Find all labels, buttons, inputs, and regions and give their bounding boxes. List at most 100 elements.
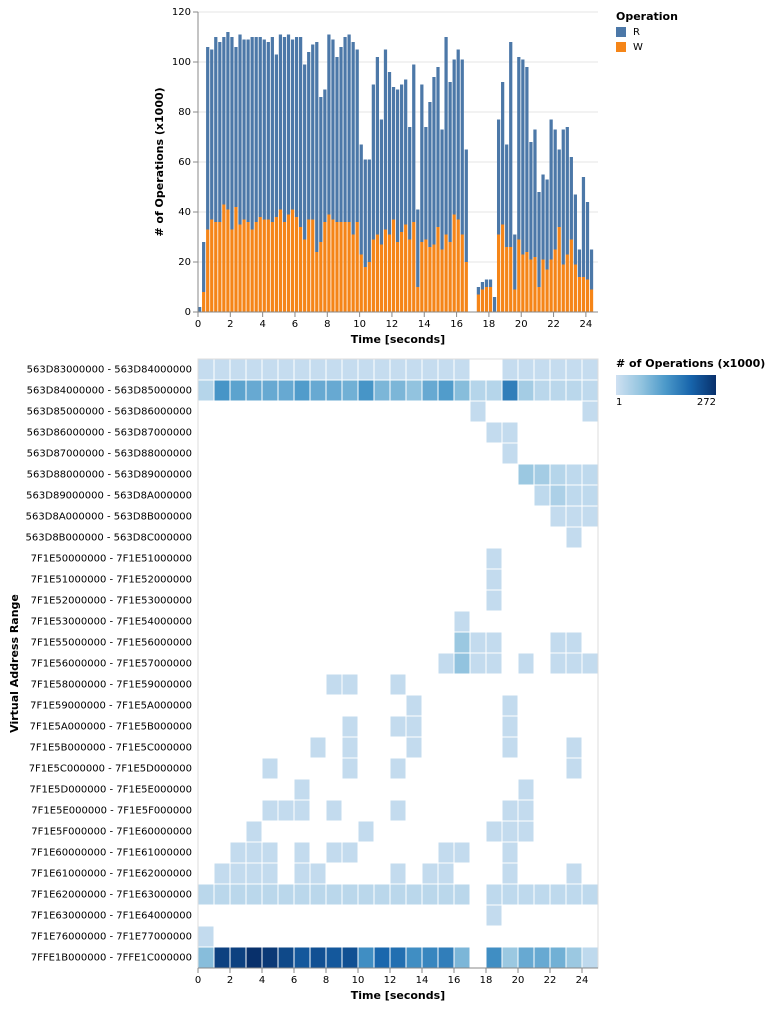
y-tick-label: 7FFE1B000000 - 7FFE1C000000	[31, 953, 192, 964]
bar-segment	[517, 57, 521, 240]
bar-segment	[363, 159, 367, 267]
heatmap-cell	[245, 862, 263, 885]
bar-segment	[375, 57, 380, 235]
heatmap-cell	[389, 799, 407, 822]
bar-segment	[331, 219, 335, 312]
x-tick-label: 10	[352, 975, 365, 986]
heatmap-cell	[517, 883, 535, 906]
heatmap-cell	[341, 946, 359, 969]
bar-segment	[428, 247, 432, 312]
bar-segment	[363, 267, 367, 312]
heatmap-cell	[357, 883, 375, 906]
heatmap-cell	[405, 358, 423, 381]
y-tick-label: 7F1E59000000 - 7F1E5A000000	[30, 701, 192, 712]
y-tick-label: 120	[172, 7, 191, 18]
y-tick-label: 7F1E5E000000 - 7F1E5F000000	[31, 806, 192, 817]
bar-segment	[222, 37, 226, 205]
bar-segment	[569, 157, 573, 240]
bar-segment	[589, 289, 594, 312]
heatmap-cell	[277, 883, 295, 906]
bar-segment	[266, 219, 270, 312]
heatmap-cell	[437, 883, 455, 906]
heatmap-cell	[373, 946, 391, 969]
heatmap-cell	[485, 589, 503, 612]
bar-segment	[444, 37, 448, 235]
heatmap-cell	[229, 862, 247, 885]
heatmap-cell	[213, 379, 231, 402]
bar-segment	[541, 259, 545, 312]
bar-segment	[387, 234, 392, 312]
bar-segment	[371, 84, 375, 240]
y-tick-label: 7F1E50000000 - 7F1E51000000	[31, 554, 192, 565]
heatmap-cell	[229, 379, 247, 402]
heatmap-cell	[261, 799, 279, 822]
heatmap-cell	[213, 862, 231, 885]
bar-segment	[480, 289, 485, 312]
bar-segment	[339, 47, 343, 222]
x-tick-label: 8	[323, 975, 329, 986]
bar-segment	[379, 119, 384, 245]
x-tick-label: 10	[353, 319, 366, 330]
bar-segment	[218, 42, 222, 222]
heatmap-cell	[581, 946, 599, 969]
heatmap-cell	[549, 631, 567, 654]
bar-segment	[545, 269, 549, 312]
bar-segment	[355, 222, 359, 312]
heatmap-cell	[565, 463, 583, 486]
heatmap-cell	[245, 379, 263, 402]
bar-segment	[456, 49, 460, 220]
x-tick-label: 18	[480, 975, 493, 986]
bar-segment	[367, 262, 371, 312]
bar-segment	[488, 287, 493, 312]
bar-segment	[274, 217, 278, 312]
heatmap-cell	[277, 799, 295, 822]
bar-segment	[509, 42, 513, 247]
bar-segment	[533, 129, 537, 257]
heatmap-cell	[565, 379, 583, 402]
bar-segment	[262, 39, 266, 220]
heatmap-cell	[421, 358, 439, 381]
heatmap-cell	[581, 883, 599, 906]
heatmap-cell	[549, 484, 567, 507]
heatmap-cell	[485, 568, 503, 591]
bar-segment	[549, 259, 553, 312]
bar-segment	[452, 214, 456, 312]
heatmap-cell	[501, 841, 519, 864]
x-tick-label: 4	[259, 975, 265, 986]
heatmap-cell	[469, 379, 487, 402]
heatmap-cell	[293, 862, 311, 885]
heatmap-cell	[549, 946, 567, 969]
bar-segment	[286, 214, 291, 312]
heatmap-cell	[261, 862, 279, 885]
heatmap-cell	[485, 379, 503, 402]
heatmap-cell	[373, 358, 391, 381]
x-tick-label: 24	[576, 975, 589, 986]
bar-segment	[327, 214, 331, 312]
heatmap-cell	[309, 883, 327, 906]
heatmap-cell	[581, 358, 599, 381]
x-tick-label: 22	[547, 319, 560, 330]
bar-segment	[448, 82, 452, 242]
bar-segment	[565, 254, 569, 312]
heatmap-cell	[565, 883, 583, 906]
y-tick-label: 563D85000000 - 563D86000000	[27, 407, 192, 418]
bar-segment	[323, 89, 327, 222]
y-tick-label: 7F1E51000000 - 7F1E52000000	[31, 575, 192, 586]
bar-segment	[315, 252, 319, 312]
bar-segment	[294, 217, 299, 312]
bar-segment	[343, 222, 347, 312]
bar-segment	[533, 257, 537, 312]
x-tick-label: 14	[416, 975, 429, 986]
bar-segment	[529, 142, 533, 260]
heatmap-cell	[245, 820, 263, 843]
heatmap-cell	[325, 358, 343, 381]
heatmap-cell	[197, 946, 215, 969]
heatmap-cell	[517, 778, 535, 801]
heatmap-cell	[437, 358, 455, 381]
bar-segment	[492, 297, 497, 312]
bar-segment	[505, 247, 509, 312]
heatmap-cell	[549, 505, 567, 528]
heatmap-cell	[197, 379, 215, 402]
x-tick-label: 14	[418, 319, 431, 330]
legend-label: W	[633, 42, 643, 53]
